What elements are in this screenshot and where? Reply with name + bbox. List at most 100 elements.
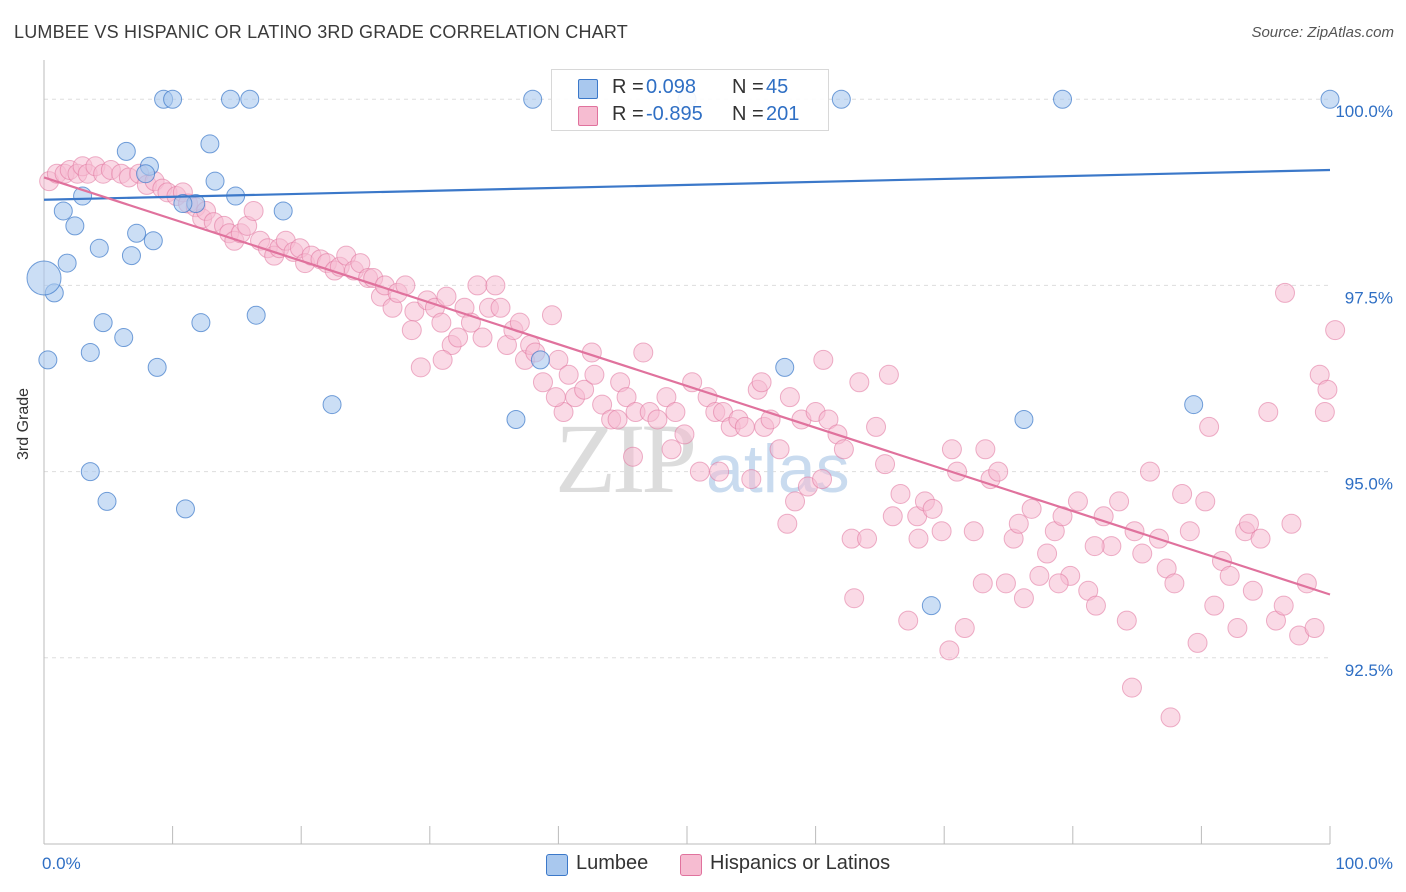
hispanic-point <box>882 506 903 527</box>
hispanic-point <box>875 454 896 475</box>
hispanic-point <box>1317 379 1338 400</box>
lumbee-point <box>53 201 73 221</box>
hispanic-point <box>661 439 682 460</box>
hispanic-point <box>1304 618 1325 639</box>
chart-title: LUMBEE VS HISPANIC OR LATINO 3RD GRADE C… <box>14 22 628 42</box>
hispanic-legend-label: Hispanics or Latinos <box>710 852 891 874</box>
axes <box>43 60 1331 845</box>
hispanic-point <box>963 521 984 542</box>
lumbee-point <box>205 171 225 191</box>
hispanic-point <box>674 424 695 445</box>
lumbee-legend-swatch <box>546 854 568 876</box>
hispanic-point <box>1008 513 1029 534</box>
hispanic-point <box>1116 610 1137 631</box>
hispanic-swatch <box>578 106 598 126</box>
hispanic-point <box>833 439 854 460</box>
hispanic-point <box>1101 536 1122 557</box>
lumbee-point <box>114 328 134 348</box>
lumbee-point <box>127 223 147 243</box>
hispanic-point <box>1179 521 1200 542</box>
hispanic-point <box>785 491 806 512</box>
hispanic-point <box>812 469 833 490</box>
lumbee-point <box>65 216 85 236</box>
lumbee-point <box>173 194 193 214</box>
lumbee-point <box>1053 89 1073 109</box>
lumbee-point <box>322 395 342 415</box>
hispanic-point <box>954 618 975 639</box>
hispanic-point <box>939 640 960 661</box>
hispanic-point <box>647 409 668 430</box>
hispanic-point <box>1013 588 1034 609</box>
hispanic-point <box>1029 565 1050 586</box>
hispanic-point <box>878 364 899 385</box>
hispanic-point <box>616 387 637 408</box>
tick-labels: 92.5% 95.0% 97.5% 100.0% 0.0% 100.0% <box>42 102 1393 873</box>
hispanic-point <box>243 200 264 221</box>
hispanic-point <box>401 320 422 341</box>
lumbee-point <box>57 253 77 273</box>
hispanic-point <box>1199 416 1220 437</box>
hispanic-point <box>1242 580 1263 601</box>
lumbee-point <box>1320 89 1340 109</box>
lumbee-point <box>921 596 941 616</box>
lumbee-point <box>97 491 117 511</box>
source-label: Source: ZipAtlas.com <box>1251 24 1394 41</box>
lumbee-point <box>200 134 220 154</box>
lumbee-point <box>831 89 851 109</box>
hispanic-point <box>849 372 870 393</box>
hispanic-point <box>1250 528 1271 549</box>
r-label: R = <box>612 103 644 125</box>
hispanic-point <box>490 297 511 318</box>
hispanic-point <box>972 573 993 594</box>
hispanic-point <box>751 372 772 393</box>
hispanic-point <box>689 461 710 482</box>
hispanic-point <box>1314 402 1335 423</box>
hispanic-point <box>866 416 887 437</box>
hispanic-point <box>813 349 834 370</box>
hispanic-point <box>1325 320 1346 341</box>
hispanic-point <box>1109 491 1130 512</box>
hispanic-point <box>574 379 595 400</box>
n-label: N = <box>732 103 764 125</box>
lumbee-swatch <box>578 79 598 99</box>
hispanic-point <box>777 513 798 534</box>
hispanic-point <box>410 357 431 378</box>
hispanic-point <box>467 275 488 296</box>
lumbee-point <box>191 313 211 333</box>
hispanic-point <box>1195 491 1216 512</box>
lumbee-point <box>523 89 543 109</box>
hispanic-point <box>734 416 755 437</box>
lumbee-point <box>38 350 58 370</box>
lumbee-point <box>147 357 167 377</box>
hispanic-point <box>1139 461 1160 482</box>
hispanic-point <box>545 387 566 408</box>
lumbee-point <box>80 342 100 362</box>
n-value: 201 <box>766 103 800 125</box>
lumbee-point <box>143 231 163 251</box>
hispanic-point <box>448 327 469 348</box>
hispanic-point <box>1048 573 1069 594</box>
hispanic-point <box>432 349 453 370</box>
hispanic-point <box>741 469 762 490</box>
hispanic-point <box>988 461 1009 482</box>
x-tick-label-min: 0.0% <box>42 854 81 873</box>
hispanic-point <box>1121 677 1142 698</box>
hispanic-point <box>1219 565 1240 586</box>
r-value: -0.895 <box>646 103 703 125</box>
hispanic-point <box>1273 595 1294 616</box>
hispanic-point <box>1258 402 1279 423</box>
x-tick-label-max: 100.0% <box>1335 854 1393 873</box>
lumbee-trend-line <box>43 168 1331 201</box>
hispanic-point <box>995 573 1016 594</box>
hispanic-point <box>1084 536 1105 557</box>
hispanic-point <box>592 394 613 415</box>
r-label: R = <box>612 76 644 98</box>
hispanic-points <box>39 156 1346 728</box>
hispanic-point <box>1227 618 1248 639</box>
hispanic-point <box>1238 513 1259 534</box>
hispanic-point <box>931 521 952 542</box>
n-value: 45 <box>766 76 789 98</box>
hispanic-point <box>709 461 730 482</box>
lumbee-point <box>530 350 550 370</box>
